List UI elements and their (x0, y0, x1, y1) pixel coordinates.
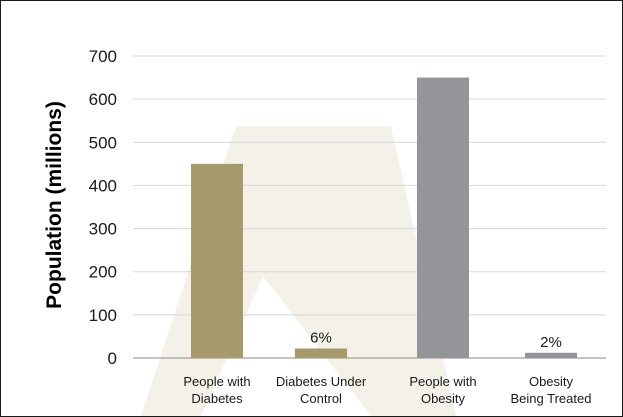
y-tick-label: 400 (89, 176, 117, 195)
x-tick-label-line1: Obesity (529, 374, 574, 389)
bars (191, 77, 577, 359)
x-tick-label-line2: Obesity (421, 391, 466, 406)
y-tick-label: 0 (108, 349, 117, 368)
data-labels: 6% 2% (310, 330, 562, 351)
bar (525, 352, 577, 358)
x-category-labels: People with Diabetes Diabetes Under Control… (183, 374, 591, 406)
bar (417, 77, 469, 359)
bar (191, 163, 243, 358)
y-tick-label: 200 (89, 263, 117, 282)
y-tick-labels: 0 100 200 300 400 500 600 700 (89, 47, 117, 368)
x-tick-label-line2: Control (300, 391, 342, 406)
x-tick-label-line2: Diabetes (191, 391, 243, 406)
data-label: 2% (540, 334, 562, 351)
data-label: 6% (310, 330, 332, 347)
watermark-logo (141, 126, 456, 416)
watermark-shape (141, 126, 456, 416)
y-tick-label: 100 (89, 306, 117, 325)
y-tick-label: 500 (89, 133, 117, 152)
x-tick-label-line1: Diabetes Under (276, 374, 367, 389)
x-tick-label-line1: People with (183, 374, 250, 389)
bar (295, 348, 347, 358)
y-axis-label: Population (millions) (43, 101, 66, 309)
y-tick-label: 600 (89, 90, 117, 109)
y-tick-label: 700 (89, 47, 117, 66)
y-tick-label: 300 (89, 220, 117, 239)
x-tick-label-line1: People with (409, 374, 476, 389)
x-tick-label-line2: Being Treated (511, 391, 592, 406)
